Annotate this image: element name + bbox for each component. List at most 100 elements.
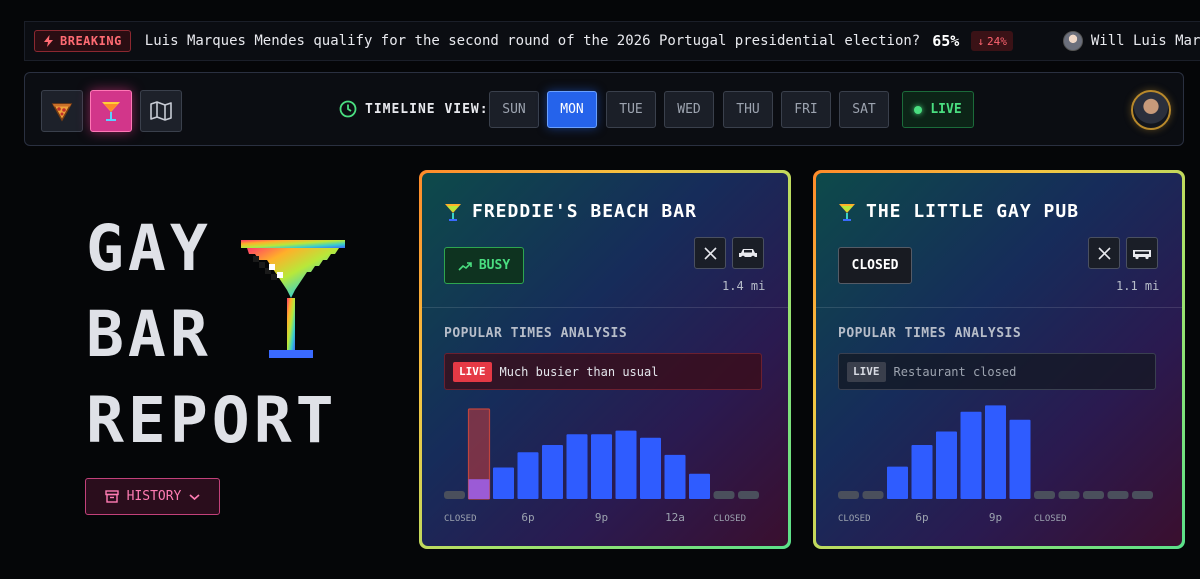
day-fri[interactable]: FRI	[781, 91, 831, 128]
live-status-text: Restaurant closed	[893, 364, 1017, 379]
timeline-label-text: TIMELINE VIEW:	[365, 101, 489, 117]
cocktail-icon	[839, 203, 855, 221]
chart-x-label: 6p	[521, 511, 534, 524]
car-icon	[739, 249, 757, 260]
timeline-label: TIMELINE VIEW:	[339, 100, 489, 118]
popular-times-bar[interactable]	[517, 452, 539, 499]
bar-name: THE LITTLE GAY PUB	[866, 201, 1080, 222]
popular-times-bar[interactable]	[566, 434, 588, 499]
breaking-label: BREAKING	[60, 34, 122, 48]
chart-x-label: CLOSED	[444, 514, 477, 524]
rideshare-button[interactable]	[732, 237, 764, 269]
chevron-down-icon	[189, 493, 200, 500]
bar-card-title: FREDDIE'S BEACH BAR	[444, 201, 697, 222]
distance: 1.1 mi	[1116, 279, 1160, 293]
card-divider	[422, 307, 788, 308]
bar-card-body: THE LITTLE GAY PUB CLOSED 1.1 mi POPULAR…	[816, 173, 1182, 546]
popular-times-bar[interactable]	[862, 491, 884, 499]
live-tag: LIVE	[847, 361, 886, 382]
popular-times-bar[interactable]	[615, 430, 637, 499]
rideshare-button[interactable]	[1126, 237, 1158, 269]
breaking-badge: BREAKING	[34, 30, 131, 52]
popular-times-bar[interactable]	[689, 473, 710, 499]
chart-x-label: 9p	[595, 511, 608, 524]
popular-times-bar[interactable]	[1009, 419, 1031, 499]
candidate-avatar	[1062, 31, 1083, 51]
pizza-view-button[interactable]	[41, 90, 83, 132]
archive-icon	[104, 490, 119, 503]
breaking-ticker: BREAKING Luis Marques Mendes qualify for…	[24, 21, 1200, 61]
day-tue[interactable]: TUE	[606, 91, 656, 128]
popular-times-bar[interactable]	[444, 491, 465, 499]
bar-card-title: THE LITTLE GAY PUB	[838, 201, 1079, 222]
popular-times-bar[interactable]	[985, 405, 1006, 499]
x-logo-icon	[1097, 246, 1111, 260]
arrow-down-icon: ↓	[977, 34, 984, 48]
popular-times-bar[interactable]	[713, 491, 735, 499]
popular-times-bar[interactable]	[738, 491, 759, 499]
title-line-3: REPORT	[86, 384, 338, 457]
x-logo-icon	[703, 246, 717, 260]
cocktail-icon	[102, 102, 120, 121]
popular-times-chart: CLOSED 6p 9p CLOSED	[816, 395, 1182, 545]
chart-x-label: CLOSED	[714, 514, 747, 524]
title-line-2: BAR	[86, 298, 212, 371]
page-title: GAY BAR REPORT	[86, 206, 338, 464]
map-icon	[150, 101, 172, 121]
popular-times-bar[interactable]	[542, 445, 563, 499]
popular-times-title: POPULAR TIMES ANALYSIS	[838, 326, 1022, 341]
day-sat[interactable]: SAT	[839, 91, 889, 128]
bus-icon	[1133, 250, 1151, 260]
day-thu[interactable]: THU	[723, 91, 773, 128]
popular-times-bar[interactable]	[911, 445, 933, 499]
x-social-button[interactable]	[1088, 237, 1120, 269]
chart-x-label: CLOSED	[1034, 514, 1067, 524]
distance: 1.4 mi	[722, 279, 766, 293]
popular-times-title: POPULAR TIMES ANALYSIS	[444, 326, 628, 341]
pizza-icon	[51, 103, 73, 122]
x-social-button[interactable]	[694, 237, 726, 269]
status-label: CLOSED	[851, 258, 899, 273]
live-dot-icon	[914, 105, 923, 114]
popular-times-bar[interactable]	[640, 437, 661, 499]
popular-times-bar[interactable]	[838, 491, 859, 499]
popular-times-bar[interactable]	[936, 431, 957, 500]
rainbow-cocktail-logo	[241, 240, 345, 358]
title-line-1: GAY	[86, 212, 212, 285]
live-button-label: LIVE	[930, 102, 962, 117]
bar-card-freddies[interactable]: FREDDIE'S BEACH BAR BUSY 1.4 mi POPULAR …	[419, 170, 791, 549]
cocktail-icon	[445, 203, 461, 221]
day-sun[interactable]: SUN	[489, 91, 539, 128]
live-button[interactable]: LIVE	[902, 91, 974, 128]
ticker-next-headline[interactable]: Will Luis Marques Mendes qualify	[1090, 33, 1200, 49]
status-label: BUSY	[478, 258, 511, 273]
bar-name: FREDDIE'S BEACH BAR	[472, 201, 697, 222]
cocktail-view-button[interactable]	[90, 90, 132, 132]
popular-times-chart: CLOSED 6p 9p 12a CLOSED	[422, 395, 788, 545]
ticker-change-badge: ↓ 24%	[971, 31, 1013, 51]
popular-times-bar[interactable]	[887, 466, 908, 499]
popular-times-bar[interactable]	[591, 434, 612, 499]
history-button[interactable]: HISTORY	[85, 478, 220, 515]
chart-x-label: CLOSED	[838, 514, 871, 524]
bar-card-little-gay-pub[interactable]: THE LITTLE GAY PUB CLOSED 1.1 mi POPULAR…	[813, 170, 1185, 549]
lightning-icon	[44, 35, 53, 47]
popular-times-bar[interactable]	[1132, 491, 1153, 499]
live-status-row: LIVE Much busier than usual	[444, 353, 762, 390]
popular-times-bar[interactable]	[960, 411, 982, 499]
chart-x-label: 6p	[915, 511, 928, 524]
map-view-button[interactable]	[140, 90, 182, 132]
popular-times-usual-level	[468, 479, 490, 499]
clock-icon	[339, 100, 357, 118]
popular-times-bar[interactable]	[664, 454, 686, 499]
ticker-headline[interactable]: Luis Marques Mendes qualify for the seco…	[144, 33, 921, 49]
popular-times-bar[interactable]	[1083, 491, 1104, 499]
popular-times-bar[interactable]	[1034, 491, 1055, 499]
ticker-change-value: 24%	[986, 34, 1007, 48]
popular-times-bar[interactable]	[493, 467, 514, 500]
day-wed[interactable]: WED	[664, 91, 714, 128]
user-avatar[interactable]	[1131, 90, 1171, 130]
popular-times-bar[interactable]	[1107, 491, 1129, 499]
popular-times-bar[interactable]	[1058, 491, 1080, 499]
day-mon[interactable]: MON	[547, 91, 597, 128]
